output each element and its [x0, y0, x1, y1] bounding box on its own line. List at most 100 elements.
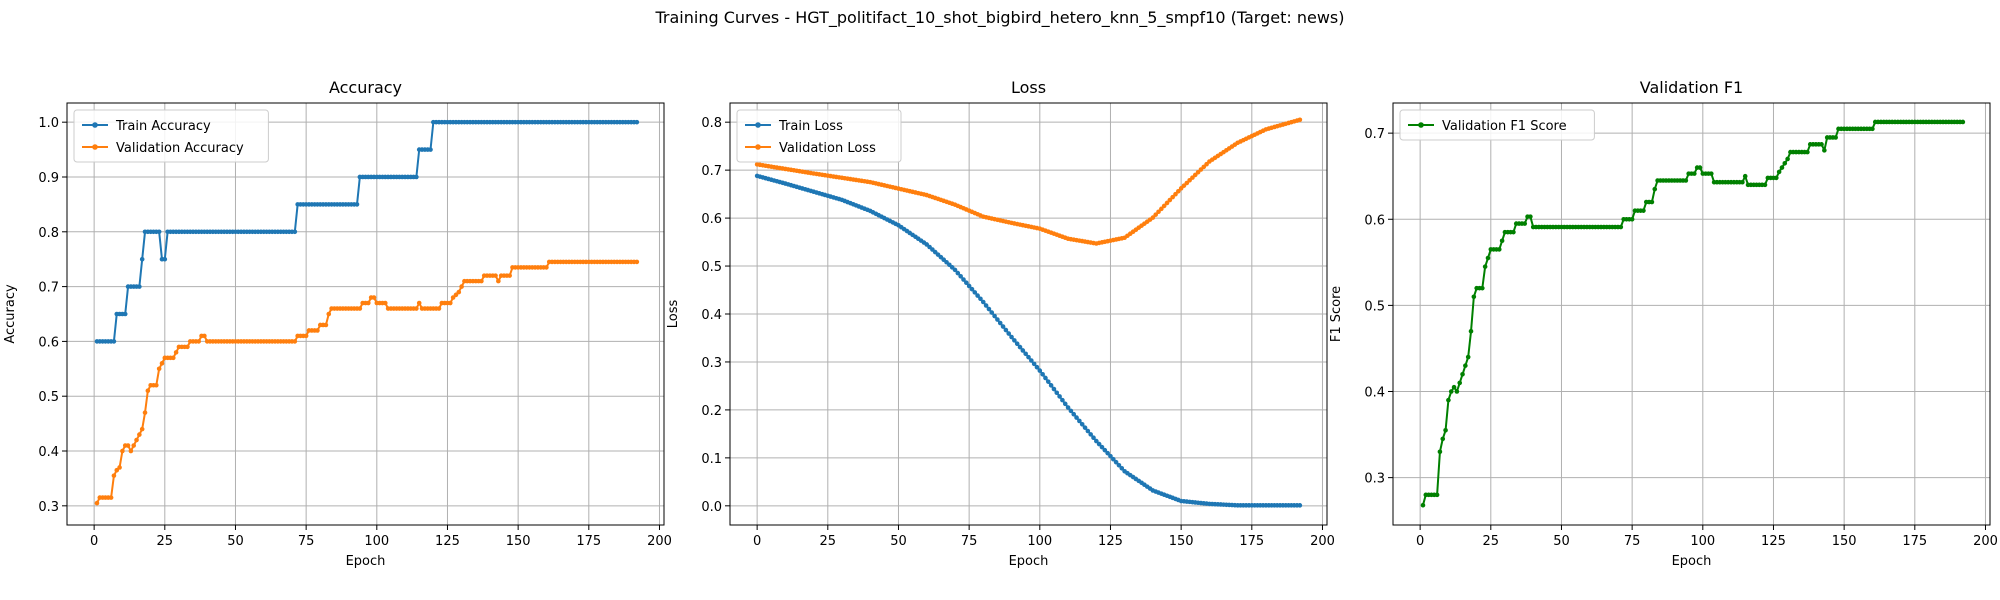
series-point	[114, 467, 120, 473]
series-point	[117, 465, 122, 470]
series-point	[453, 292, 459, 298]
series-point	[125, 443, 131, 448]
series-point	[1697, 165, 1703, 170]
series-point	[1779, 165, 1785, 170]
series-point	[983, 303, 989, 308]
y-tick-label: 0.5	[701, 260, 722, 275]
y-tick-label: 0.5	[1364, 299, 1385, 314]
series-point	[1437, 449, 1443, 455]
y-tick-label: 0.0	[701, 500, 722, 515]
x-tick-label: 100	[1027, 534, 1052, 549]
series-point	[1652, 186, 1658, 192]
x-axis-label: Epoch	[1672, 554, 1712, 569]
series-point	[1960, 119, 1966, 125]
series-point	[131, 443, 137, 448]
series-point	[479, 278, 484, 284]
series-point	[1471, 294, 1477, 300]
series-point	[986, 306, 992, 312]
series-point	[428, 147, 433, 152]
x-tick-label: 75	[961, 534, 978, 549]
series-point	[1740, 179, 1745, 185]
series-point	[323, 322, 329, 328]
series-point	[120, 448, 125, 454]
series-point	[382, 300, 388, 306]
series-point	[496, 278, 501, 284]
series-point	[995, 317, 1000, 322]
series-point	[1068, 408, 1074, 414]
y-tick-label: 0.7	[701, 164, 722, 179]
x-tick-label: 50	[890, 534, 907, 549]
series-point	[1000, 324, 1006, 329]
series-point	[1618, 224, 1624, 230]
series-point	[1113, 459, 1119, 465]
series-point	[357, 306, 363, 311]
series-point	[1088, 432, 1093, 437]
series-point	[122, 311, 128, 317]
series-point	[1150, 215, 1156, 220]
series-point	[162, 256, 168, 262]
series-point	[1822, 148, 1827, 153]
series-point	[1297, 117, 1303, 123]
series-point	[1742, 173, 1748, 179]
series-point	[128, 448, 134, 454]
y-tick-label: 0.3	[701, 356, 722, 371]
series-point	[173, 350, 179, 355]
series-point	[1099, 444, 1105, 450]
series-point	[142, 410, 148, 415]
series-point	[1451, 384, 1457, 390]
axes-frame	[66, 102, 665, 526]
legend-marker	[92, 144, 98, 150]
series-point	[185, 344, 190, 350]
series-point	[1460, 371, 1465, 377]
series-point	[961, 277, 966, 282]
series-point	[202, 333, 207, 339]
series-point	[1496, 247, 1502, 252]
series-point	[1434, 492, 1440, 498]
series-point	[969, 286, 975, 292]
series-group	[94, 119, 640, 506]
series-point	[1465, 354, 1471, 360]
x-tick-label: 25	[820, 534, 837, 549]
series-point	[1443, 427, 1448, 433]
series-point	[1014, 341, 1020, 347]
series-point	[1776, 169, 1782, 175]
series-point	[1522, 221, 1528, 226]
x-tick-label: 175	[1902, 534, 1927, 549]
y-tick-label: 0.2	[701, 404, 722, 419]
series-point	[1003, 327, 1009, 333]
y-tick-label: 0.8	[38, 226, 59, 241]
x-tick-label: 200	[1973, 534, 1998, 549]
series-point	[1440, 436, 1446, 442]
x-tick-label: 0	[1416, 534, 1424, 549]
series-point	[1012, 338, 1017, 343]
series-point	[1468, 328, 1474, 334]
series-point	[955, 270, 961, 276]
x-tick-label: 50	[1553, 534, 1570, 549]
legend: Train Accuracy Validation Accuracy	[73, 109, 269, 163]
series-point	[1176, 188, 1181, 194]
x-tick-label: 200	[1310, 534, 1335, 549]
series-point	[196, 339, 202, 344]
series-point	[1159, 206, 1164, 212]
series-point	[139, 256, 145, 262]
legend-label: Validation Loss	[779, 141, 876, 156]
series-point	[1692, 171, 1697, 176]
series-point	[1454, 389, 1460, 394]
series-point	[156, 366, 162, 372]
series-line-validation-f1-score	[1421, 120, 1963, 506]
series-point	[1082, 425, 1088, 430]
series-point	[1017, 344, 1023, 350]
series-point	[1297, 503, 1303, 508]
series-group	[1420, 119, 1966, 508]
series-point	[292, 229, 298, 235]
series-point	[972, 290, 978, 295]
series-point	[134, 437, 139, 443]
series-point	[1085, 428, 1091, 434]
series-point	[992, 313, 997, 319]
series-point	[1108, 453, 1113, 459]
y-axis-label: Accuracy	[3, 284, 18, 344]
y-tick-label: 0.6	[1364, 213, 1385, 228]
series-point	[1116, 462, 1122, 468]
series-point	[414, 174, 419, 180]
